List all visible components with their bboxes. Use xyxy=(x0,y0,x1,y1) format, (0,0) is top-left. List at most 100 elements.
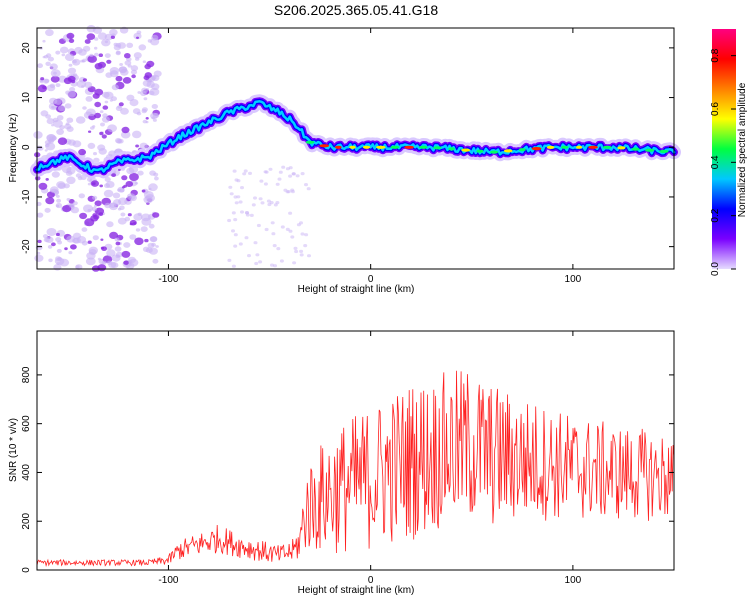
noise-blob xyxy=(86,108,96,117)
noise-blob xyxy=(299,221,303,225)
noise-blob xyxy=(236,195,241,199)
noise-blob xyxy=(228,185,233,189)
noise-blob xyxy=(55,232,60,237)
spectrogram-x-axis-label: Height of straight line (km) xyxy=(298,284,415,295)
noise-blob xyxy=(45,29,54,37)
noise-blob xyxy=(94,62,103,70)
noise-blob xyxy=(102,113,108,118)
ridge-hotspot xyxy=(349,145,356,149)
x-tick-label: 0 xyxy=(368,575,374,586)
noise-blob xyxy=(243,169,248,173)
noise-blob xyxy=(126,167,135,175)
noise-blob xyxy=(57,182,66,189)
noise-blob xyxy=(73,73,78,77)
ridge-hotspot xyxy=(602,145,612,149)
colorbar-tick-label: 0.6 xyxy=(710,102,721,116)
noise-blob xyxy=(45,236,54,243)
noise-blob xyxy=(118,102,124,107)
noise-blob xyxy=(61,53,66,57)
noise-blob xyxy=(279,259,284,263)
noise-blob xyxy=(244,211,249,215)
noise-blob xyxy=(148,183,158,192)
ridge-hotspot xyxy=(588,145,598,149)
noise-blob xyxy=(149,236,158,243)
noise-blob xyxy=(240,186,244,190)
noise-blob xyxy=(303,244,308,248)
noise-blob xyxy=(65,122,70,126)
noise-blob xyxy=(64,53,75,61)
x-tick-label: 0 xyxy=(368,274,374,285)
noise-blob xyxy=(105,181,115,188)
noise-blob xyxy=(128,258,139,267)
colorbar-tick-label: 0.8 xyxy=(710,48,721,62)
noise-blob xyxy=(229,192,234,196)
noise-blob xyxy=(123,184,127,188)
noise-blob xyxy=(103,189,114,198)
noise-blob xyxy=(99,184,103,188)
noise-blob xyxy=(64,123,72,130)
noise-blob xyxy=(65,170,73,176)
noise-blob xyxy=(232,169,237,173)
noise-blob xyxy=(57,105,66,112)
noise-blob xyxy=(45,61,51,66)
noise-blob xyxy=(93,214,100,220)
y-tick-label: 400 xyxy=(21,464,32,481)
noise-blob xyxy=(154,176,159,181)
noise-blob xyxy=(34,175,41,181)
noise-blob xyxy=(258,197,263,201)
noise-blob xyxy=(288,174,293,178)
noise-blob xyxy=(79,212,88,220)
ridge-hotspot xyxy=(644,148,655,152)
noise-blob xyxy=(152,258,159,264)
noise-blob xyxy=(290,235,295,239)
noise-blob xyxy=(148,79,153,83)
y-tick-label: -20 xyxy=(21,239,32,254)
ridge-hotspot xyxy=(476,149,484,153)
noise-blob xyxy=(90,126,95,130)
noise-blob xyxy=(135,228,141,232)
noise-blob xyxy=(56,115,64,121)
noise-blob xyxy=(66,235,76,243)
noise-blob xyxy=(231,211,236,215)
noise-blob xyxy=(150,38,160,46)
noise-blob xyxy=(91,206,98,212)
x-tick-label: 100 xyxy=(565,575,582,586)
noise-blob xyxy=(127,213,132,217)
noise-blob xyxy=(55,83,61,88)
noise-blob xyxy=(121,175,128,181)
noise-blob xyxy=(67,67,77,75)
noise-blob xyxy=(119,26,129,34)
noise-blob xyxy=(84,81,93,89)
noise-blob xyxy=(78,193,86,199)
ridge-hotspot xyxy=(659,149,669,153)
noise-blob xyxy=(85,96,93,102)
noise-blob xyxy=(78,49,87,56)
noise-blob xyxy=(238,242,243,246)
noise-blob xyxy=(44,149,48,152)
noise-blob xyxy=(234,178,239,182)
noise-blob xyxy=(152,113,160,118)
noise-blob xyxy=(144,63,151,70)
ridge-hotspot xyxy=(531,147,542,151)
noise-blob xyxy=(138,44,147,51)
noise-blob xyxy=(142,60,147,63)
noise-blob xyxy=(86,33,96,40)
noise-blob xyxy=(119,63,123,66)
x-tick-label: 100 xyxy=(565,274,582,285)
noise-blob xyxy=(66,32,75,40)
colorbar-label: Normalized spectral amplitude xyxy=(737,82,748,217)
noise-blob xyxy=(107,124,117,133)
noise-blob xyxy=(292,261,297,265)
noise-blob xyxy=(113,42,118,47)
spectrogram-frame xyxy=(36,27,675,270)
noise-blob xyxy=(64,247,68,251)
noise-blob xyxy=(118,197,128,206)
noise-blob xyxy=(120,130,131,139)
noise-blob xyxy=(49,63,58,70)
noise-blob xyxy=(136,36,139,39)
noise-blob xyxy=(87,208,92,212)
noise-blob xyxy=(278,170,283,174)
noise-blob xyxy=(45,178,49,181)
noise-blob xyxy=(152,212,160,218)
